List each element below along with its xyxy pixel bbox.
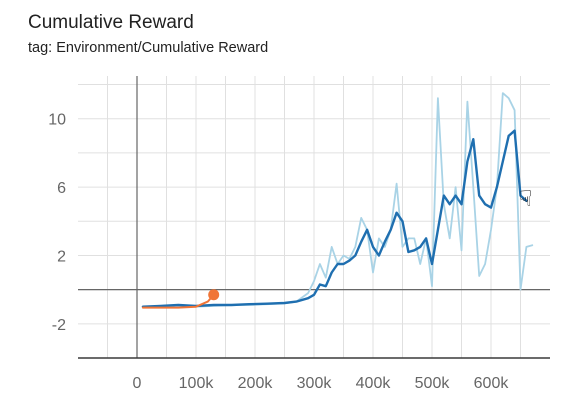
series-line-smoothed bbox=[141, 129, 528, 308]
card-title: Cumulative Reward bbox=[28, 12, 194, 33]
x-tick-label: 100k bbox=[179, 375, 215, 392]
x-tick-label: 300k bbox=[297, 375, 333, 392]
y-tick-labels: -2 2 6 10 bbox=[48, 112, 66, 334]
axes bbox=[78, 76, 550, 359]
x-tick-labels: 0 100k 200k 300k 400k 500k 600k bbox=[133, 375, 510, 392]
series-line-second-run bbox=[141, 293, 215, 309]
series-line-raw bbox=[141, 92, 534, 308]
x-gridlines bbox=[107, 76, 521, 358]
x-tick-label: 600k bbox=[474, 375, 510, 392]
x-tick-label: 0 bbox=[133, 375, 142, 392]
x-tick-label: 400k bbox=[356, 375, 392, 392]
x-tick-label: 500k bbox=[415, 375, 451, 392]
card-subtitle: tag: Environment/Cumulative Reward bbox=[28, 40, 269, 56]
x-tick-label: 200k bbox=[238, 375, 274, 392]
hand-pointer-icon: ☟ bbox=[519, 186, 533, 211]
y-tick-label: 6 bbox=[57, 180, 66, 197]
series-layer bbox=[141, 92, 534, 309]
hover-marker bbox=[208, 289, 220, 301]
y-tick-label: -2 bbox=[52, 317, 66, 334]
y-tick-label: 2 bbox=[57, 248, 66, 265]
y-tick-label: 10 bbox=[48, 112, 66, 129]
